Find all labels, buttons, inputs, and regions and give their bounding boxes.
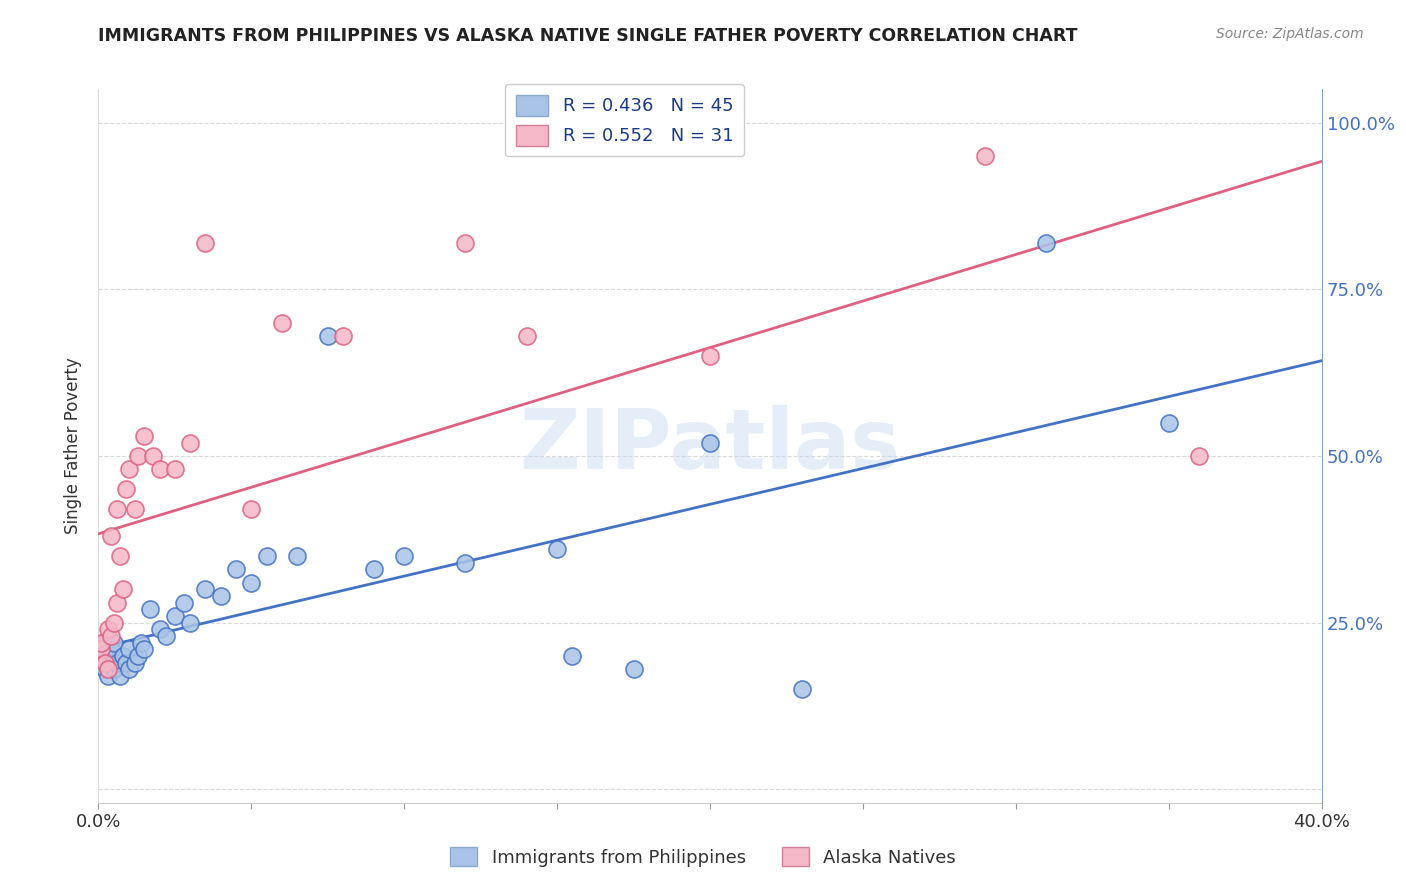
Point [111, 649, 134, 664]
Point [103, 636, 125, 650]
Text: IMMIGRANTS FROM PHILIPPINES VS ALASKA NATIVE SINGLE FATHER POVERTY CORRELATION C: IMMIGRANTS FROM PHILIPPINES VS ALASKA NA… [98, 27, 1078, 45]
Point [1035, 235, 1057, 250]
Point [974, 149, 997, 163]
Point [90, 642, 112, 657]
Point [194, 582, 217, 597]
Point [179, 435, 201, 450]
Point [103, 615, 125, 630]
Point [1188, 449, 1211, 463]
Point [87, 649, 110, 664]
Text: Source: ZipAtlas.com: Source: ZipAtlas.com [1216, 27, 1364, 41]
Point [118, 462, 141, 476]
Point [100, 529, 122, 543]
Point [225, 562, 247, 576]
Point [90, 642, 112, 657]
Point [97, 669, 120, 683]
Point [285, 549, 308, 563]
Point [699, 349, 721, 363]
Point [115, 483, 138, 497]
Point [93, 636, 115, 650]
Point [100, 629, 122, 643]
Point [256, 549, 278, 563]
Point [118, 662, 141, 676]
Point [240, 502, 263, 516]
Point [561, 649, 583, 664]
Point [149, 623, 172, 637]
Point [270, 316, 292, 330]
Point [111, 582, 134, 597]
Point [173, 596, 195, 610]
Point [134, 429, 156, 443]
Point [332, 329, 354, 343]
Point [392, 549, 416, 563]
Point [454, 235, 477, 250]
Y-axis label: Single Father Poverty: Single Father Poverty [65, 358, 83, 534]
Point [97, 649, 120, 664]
Point [115, 656, 138, 670]
Point [209, 589, 232, 603]
Legend: Immigrants from Philippines, Alaska Natives: Immigrants from Philippines, Alaska Nati… [443, 840, 963, 874]
Point [516, 329, 538, 343]
Point [546, 542, 568, 557]
Point [454, 556, 477, 570]
Point [105, 502, 128, 516]
Point [108, 669, 131, 683]
Point [97, 623, 120, 637]
Point [163, 462, 186, 476]
Point [124, 656, 146, 670]
Point [155, 629, 177, 643]
Point [105, 596, 128, 610]
Point [142, 449, 165, 463]
Point [129, 636, 152, 650]
Point [90, 636, 112, 650]
Point [163, 609, 186, 624]
Point [93, 656, 115, 670]
Point [90, 656, 112, 670]
Point [124, 502, 146, 516]
Point [127, 449, 149, 463]
Point [240, 575, 263, 590]
Point [97, 662, 120, 676]
Point [790, 682, 813, 697]
Point [1157, 416, 1180, 430]
Point [103, 662, 125, 676]
Point [100, 656, 122, 670]
Point [108, 549, 131, 563]
Point [149, 462, 172, 476]
Point [699, 435, 721, 450]
Point [105, 656, 128, 670]
Point [316, 329, 339, 343]
Point [127, 649, 149, 664]
Point [179, 615, 201, 630]
Legend: R = 0.436   N = 45, R = 0.552   N = 31: R = 0.436 N = 45, R = 0.552 N = 31 [505, 84, 744, 156]
Point [118, 642, 141, 657]
Point [134, 642, 156, 657]
Point [623, 662, 645, 676]
Point [363, 562, 385, 576]
Text: ZIPatlas: ZIPatlas [520, 406, 900, 486]
Point [100, 642, 122, 657]
Point [93, 649, 115, 664]
Point [139, 602, 162, 616]
Point [87, 649, 110, 664]
Point [194, 235, 217, 250]
Point [93, 662, 115, 676]
